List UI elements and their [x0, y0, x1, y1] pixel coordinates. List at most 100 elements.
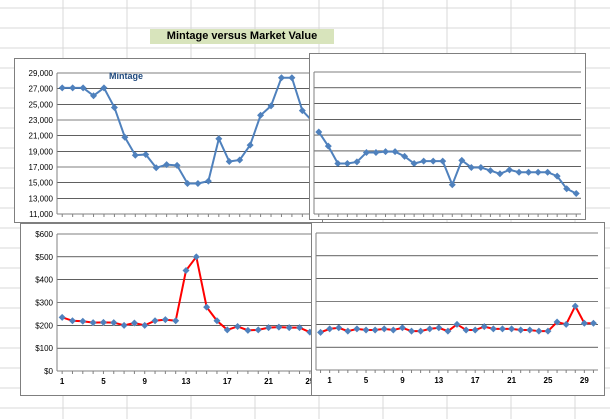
data-point-marker — [163, 161, 171, 169]
y-tick-label: 21,000 — [29, 132, 54, 141]
mintage-chart-left: 11,000 13,000 15,000 17,000 19,000 21,000 23,0… — [14, 58, 323, 223]
series-line — [62, 76, 314, 185]
x-tick-label: 5 — [364, 376, 369, 385]
value-chart-right-plot: 1 5 9 13 17 21 25 29 — [315, 232, 598, 385]
data-point-marker — [571, 302, 579, 310]
y-tick-label: $100 — [35, 344, 53, 353]
x-tick-label: 13 — [434, 376, 443, 385]
data-point-marker — [353, 325, 361, 333]
data-point-marker — [496, 170, 504, 178]
data-point-marker — [462, 326, 470, 334]
mintage-chart-left-plot: 11,000 13,000 15,000 17,000 19,000 21,000 23,0… — [29, 69, 318, 219]
y-tick-label: 25,000 — [29, 100, 54, 109]
series-line — [320, 303, 594, 334]
data-point-marker — [572, 189, 580, 197]
data-point-marker — [410, 160, 418, 168]
data-point-marker — [90, 92, 98, 100]
data-point-marker — [426, 325, 434, 333]
data-point-marker — [401, 152, 409, 160]
data-point-marker — [69, 84, 77, 92]
data-point-marker — [344, 327, 352, 335]
x-tick-label: 21 — [264, 377, 273, 386]
data-point-marker — [334, 160, 342, 168]
x-tick-label: 1 — [327, 376, 332, 385]
data-point-marker — [372, 148, 380, 156]
data-point-marker — [326, 325, 334, 333]
data-point-marker — [244, 326, 252, 334]
x-tick-label: 21 — [507, 376, 516, 385]
y-tick-label: 29,000 — [29, 69, 54, 78]
data-point-marker — [489, 325, 497, 333]
value-chart-left: $0 $100 $200 $300 $400 $500 $600 1 5 9 13 17 21 25 — [20, 223, 322, 396]
data-point-marker — [439, 157, 447, 165]
y-tick-label: $0 — [44, 367, 53, 376]
data-point-marker — [192, 253, 200, 261]
chart-title: Mintage versus Market Value — [150, 29, 334, 44]
data-point-marker — [508, 325, 516, 333]
data-point-marker — [120, 321, 128, 329]
y-tick-label: 17,000 — [29, 163, 54, 172]
data-point-marker — [100, 84, 108, 92]
data-point-marker — [498, 325, 506, 333]
data-point-marker — [298, 107, 306, 115]
data-point-marker — [79, 84, 87, 92]
data-point-marker — [141, 321, 149, 329]
data-point-marker — [151, 317, 159, 325]
data-point-marker — [526, 326, 534, 334]
data-point-marker — [223, 326, 231, 334]
data-point-marker — [444, 327, 452, 335]
data-point-marker — [343, 160, 351, 168]
mintage-chart-right-plot — [313, 71, 581, 217]
x-tick-label: 29 — [580, 376, 589, 385]
data-point-marker — [458, 156, 466, 164]
data-point-marker — [371, 326, 379, 334]
data-point-marker — [58, 313, 66, 321]
data-point-marker — [453, 320, 461, 328]
y-tick-label: 19,000 — [29, 147, 54, 156]
data-point-marker — [353, 158, 361, 166]
data-point-marker — [391, 148, 399, 156]
value-chart-right: 1 5 9 13 17 21 25 29 — [311, 222, 605, 396]
x-tick-label: 1 — [60, 377, 65, 386]
data-point-marker — [315, 128, 323, 136]
data-point-marker — [420, 157, 428, 165]
data-point-marker — [89, 319, 97, 327]
series-line — [317, 131, 577, 195]
data-point-marker — [362, 326, 370, 334]
data-point-marker — [544, 327, 552, 335]
data-point-marker — [173, 161, 181, 169]
y-tick-label: 23,000 — [29, 116, 54, 125]
x-tick-label: 13 — [182, 377, 191, 386]
data-point-marker — [534, 168, 542, 176]
data-point-marker — [110, 103, 118, 111]
data-point-marker — [544, 168, 552, 176]
data-point-marker — [215, 135, 223, 143]
data-point-marker — [580, 319, 588, 327]
data-point-marker — [408, 327, 416, 335]
data-point-marker — [515, 168, 523, 176]
data-point-marker — [267, 102, 275, 110]
data-point-marker — [471, 326, 479, 334]
data-point-marker — [204, 177, 212, 185]
data-point-marker — [324, 142, 332, 150]
x-tick-label: 5 — [101, 377, 106, 386]
data-point-marker — [131, 151, 139, 159]
data-point-marker — [553, 172, 561, 180]
y-tick-label: $200 — [35, 321, 53, 330]
x-tick-label: 17 — [471, 376, 480, 385]
data-point-marker — [398, 324, 406, 332]
data-point-marker — [288, 74, 296, 82]
data-point-marker — [246, 141, 254, 149]
data-point-marker — [68, 317, 76, 325]
data-point-marker — [184, 179, 191, 187]
data-point-marker — [517, 326, 525, 334]
data-point-marker — [265, 324, 273, 332]
data-point-marker — [121, 133, 129, 141]
data-point-marker — [535, 327, 543, 335]
data-point-marker — [203, 303, 211, 311]
data-point-marker — [275, 323, 283, 331]
data-point-marker — [589, 319, 597, 327]
data-point-marker — [562, 320, 570, 328]
data-point-marker — [525, 168, 533, 176]
x-tick-label: 17 — [223, 377, 232, 386]
